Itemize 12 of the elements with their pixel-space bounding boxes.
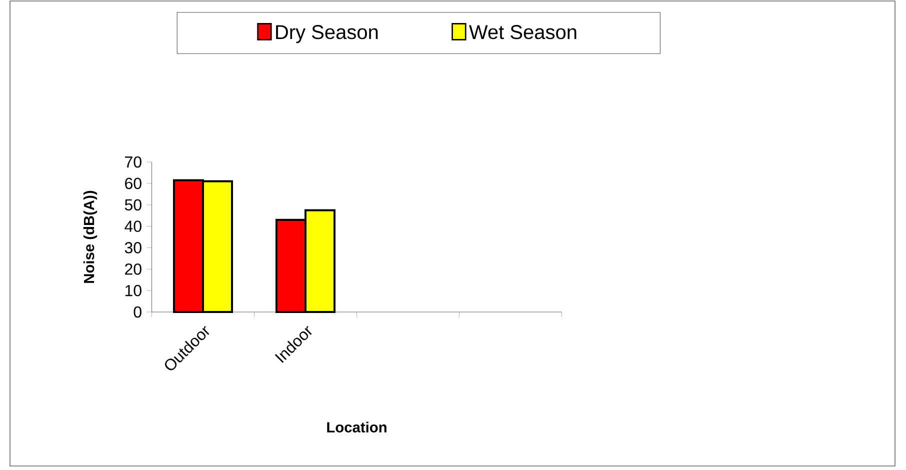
y-tick-label: 50 xyxy=(124,199,142,211)
y-tick-label: 20 xyxy=(125,263,142,275)
legend-label: Dry Season xyxy=(276,25,378,44)
y-tick-label: 0 xyxy=(134,306,142,318)
x-axis-title: Location xyxy=(327,422,386,432)
y-tick-label: 40 xyxy=(124,220,142,232)
y-tick-label: 30 xyxy=(124,242,142,254)
y-tick-label: 70 xyxy=(125,156,142,168)
legend-label: Wet Season xyxy=(469,25,576,40)
y-tick-label: 60 xyxy=(125,178,142,190)
y-tick-label: 10 xyxy=(125,284,142,296)
y-axis-title: Noise (dB(A)) xyxy=(83,190,98,283)
